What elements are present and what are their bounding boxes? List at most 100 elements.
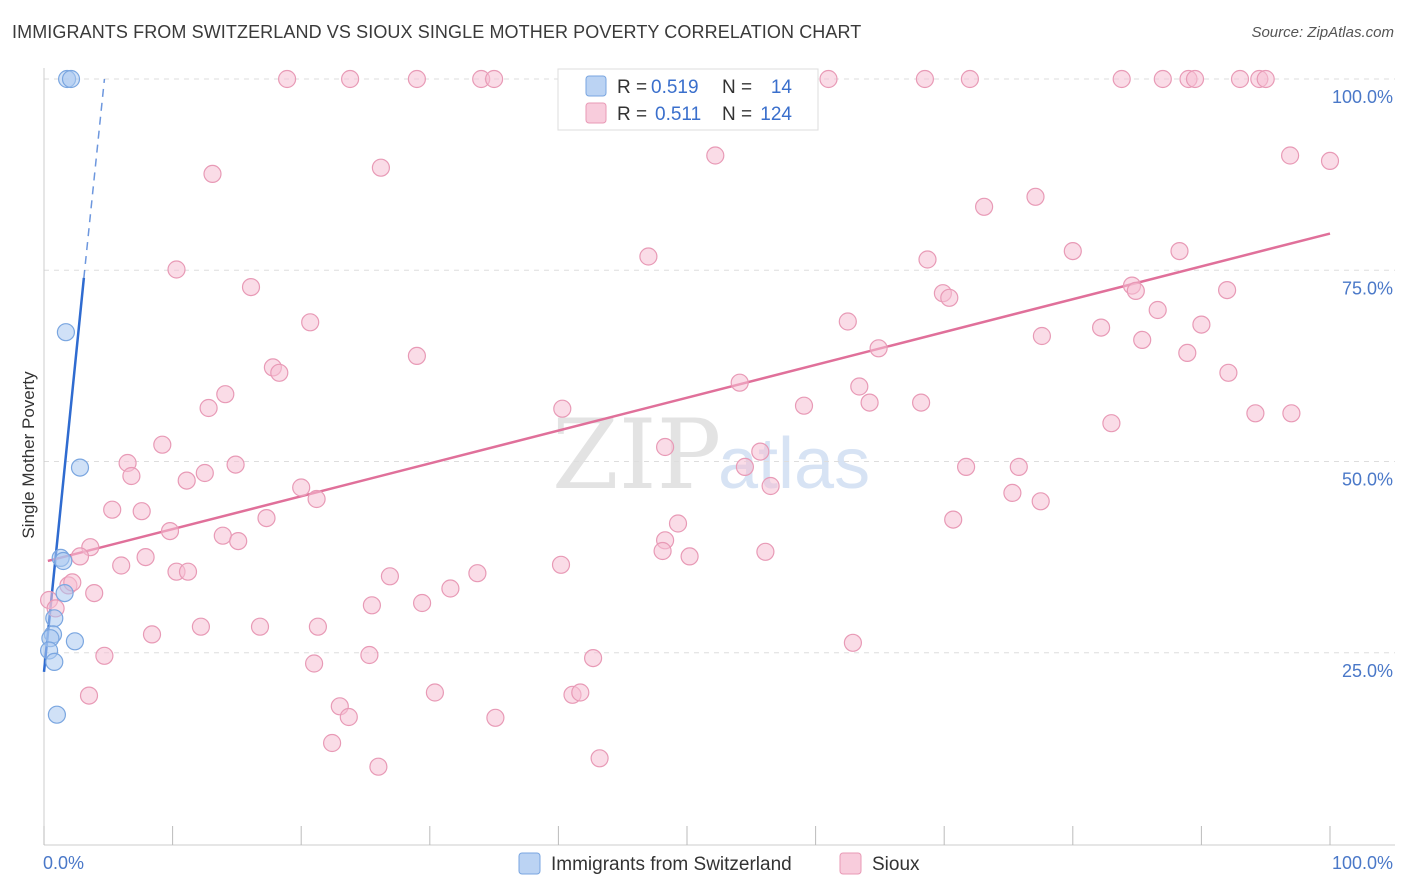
- point-sioux-10: [1112, 69, 1131, 89]
- point-sioux-77: [257, 508, 276, 528]
- point-sioux-25: [639, 247, 658, 266]
- point-sioux-106: [250, 617, 270, 636]
- point-sioux-65: [226, 455, 245, 474]
- point-sioux-46: [869, 339, 888, 358]
- point-sioux-22: [974, 197, 994, 216]
- x-tick-labels: 0.0% 100.0%: [43, 853, 1393, 873]
- point-sioux-26: [918, 250, 937, 269]
- point-sioux-52: [553, 399, 572, 418]
- data-points: [39, 69, 1340, 776]
- point-sioux-4: [485, 69, 504, 89]
- point-sioux-114: [425, 683, 444, 702]
- x-tick-label-100: 100.0%: [1332, 853, 1393, 873]
- point-sioux-54: [860, 393, 879, 412]
- point-sioux-13: [1185, 69, 1205, 89]
- legend-r-value-2: 0.511: [655, 104, 701, 125]
- point-sioux-58: [1102, 414, 1121, 433]
- point-sioux-69: [735, 457, 755, 476]
- point-sioux-63: [122, 466, 141, 486]
- point-sioux-92: [653, 541, 672, 561]
- point-sioux-55: [911, 393, 931, 412]
- point-sioux-57: [1282, 404, 1301, 423]
- point-sioux-17: [203, 164, 222, 183]
- bottom-legend-swatch-sioux: [839, 852, 862, 875]
- point-sioux-34: [1217, 281, 1237, 300]
- watermark-zip: ZIP: [552, 399, 721, 511]
- point-sioux-99: [441, 579, 460, 598]
- point-sioux-8: [915, 69, 935, 89]
- bottom-legend: Immigrants from Switzerland Sioux: [518, 852, 920, 875]
- point-sioux-39: [1133, 330, 1152, 349]
- point-sioux-27: [1063, 242, 1082, 261]
- point-sioux-119: [486, 708, 505, 727]
- point-sioux-90: [468, 564, 487, 583]
- point-sioux-7: [819, 69, 838, 89]
- point-sioux-78: [944, 510, 963, 529]
- point-sioux-24: [167, 260, 186, 279]
- point-sioux-14: [1230, 69, 1250, 89]
- point-switzerland-6: [55, 583, 74, 603]
- point-sioux-19: [706, 146, 725, 165]
- point-sioux-33: [1126, 281, 1145, 300]
- point-sioux-47: [1178, 343, 1197, 362]
- legend-r-value-1: 0.519: [651, 77, 699, 98]
- point-sioux-104: [142, 625, 162, 644]
- point-sioux-66: [177, 471, 196, 490]
- point-sioux-2: [407, 69, 426, 89]
- point-sioux-118: [339, 707, 358, 727]
- bottom-legend-label-sioux: Sioux: [872, 854, 920, 875]
- point-sioux-40: [1148, 300, 1167, 320]
- point-sioux-105: [191, 617, 210, 636]
- point-sioux-91: [551, 555, 571, 574]
- point-sioux-44: [270, 363, 289, 382]
- point-switzerland-5: [54, 551, 73, 571]
- y-tick-label-75: 75.0%: [1342, 278, 1393, 298]
- point-switzerland-3: [70, 458, 90, 477]
- point-sioux-85: [70, 547, 90, 566]
- legend-swatch-switzerland: [585, 75, 607, 97]
- point-sioux-86: [112, 556, 131, 575]
- point-sioux-98: [380, 567, 399, 586]
- point-sioux-31: [940, 288, 959, 307]
- point-sioux-73: [1003, 483, 1022, 502]
- point-sioux-70: [761, 476, 780, 496]
- point-sioux-45: [730, 373, 749, 392]
- point-sioux-49: [850, 377, 869, 396]
- point-sioux-107: [308, 617, 327, 636]
- point-sioux-94: [756, 542, 775, 561]
- point-sioux-122: [590, 749, 609, 768]
- point-sioux-75: [103, 500, 122, 519]
- legend-r-label-2: R =: [617, 104, 647, 125]
- trend-line-sioux: [47, 232, 1331, 563]
- bottom-legend-label-switzerland: Immigrants from Switzerland: [551, 854, 792, 875]
- point-sioux-56: [1246, 404, 1265, 423]
- point-sioux-50: [199, 398, 218, 418]
- point-sioux-111: [305, 654, 324, 673]
- point-switzerland-13: [47, 705, 67, 724]
- point-sioux-112: [360, 645, 379, 665]
- point-sioux-108: [583, 648, 603, 668]
- point-sioux-79: [160, 521, 180, 541]
- point-sioux-74: [1031, 492, 1050, 511]
- point-sioux-71: [956, 457, 976, 476]
- chart-title: IMMIGRANTS FROM SWITZERLAND VS SIOUX SIN…: [12, 22, 862, 42]
- point-sioux-38: [1091, 318, 1111, 337]
- point-sioux-72: [1009, 457, 1028, 476]
- point-sioux-116: [571, 683, 590, 702]
- legend-n-label-2: N =: [722, 104, 752, 125]
- trend-lines: [42, 78, 1331, 673]
- point-sioux-113: [79, 686, 99, 705]
- point-sioux-1: [341, 69, 360, 89]
- point-switzerland-2: [56, 323, 76, 342]
- point-sioux-80: [213, 526, 232, 545]
- x-tick-label-0: 0.0%: [43, 853, 84, 873]
- point-sioux-18: [371, 158, 390, 177]
- point-sioux-16: [1256, 69, 1275, 89]
- legend-n-value-2: 124: [760, 104, 792, 125]
- point-sioux-21: [1320, 151, 1340, 170]
- point-sioux-36: [838, 312, 857, 331]
- legend-r-label-1: R =: [617, 77, 647, 98]
- legend: R = 0.519 N = 14 R = 0.511 N = 124: [557, 68, 819, 131]
- point-switzerland-12: [45, 652, 64, 672]
